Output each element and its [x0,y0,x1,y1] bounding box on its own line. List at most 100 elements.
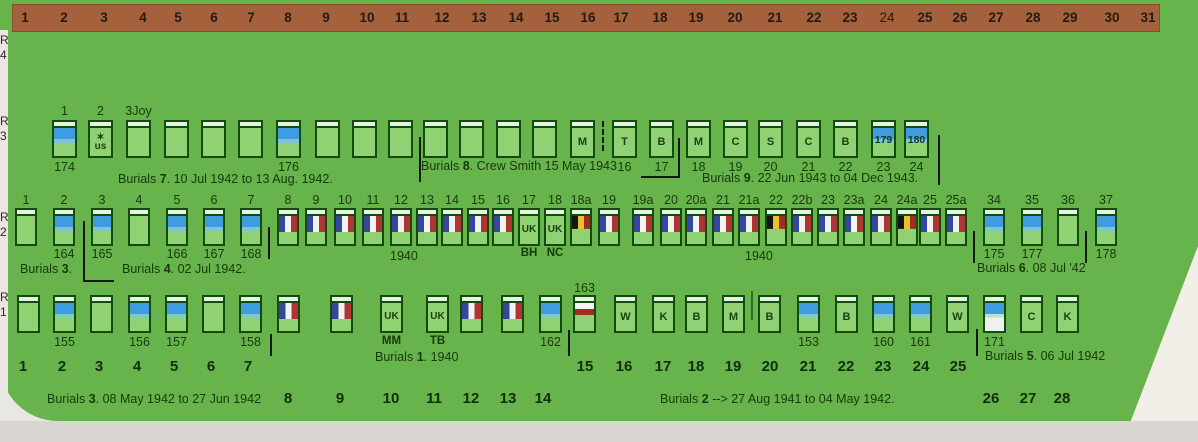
ruler-number-4: 4 [139,10,147,25]
marker-label-above: 23 [821,193,835,207]
marker-face [167,303,186,331]
grave-marker-row-2-15 [467,208,489,246]
grave-marker-row-1-9 [330,295,353,333]
marker-face [874,303,893,331]
ruler-number-18: 18 [652,10,668,25]
marker-label-below: 155 [54,335,75,349]
marker-face: ✶ us [90,128,111,156]
marker-cap [760,122,781,128]
marker-face [240,128,261,156]
plot-number-11: 11 [426,390,442,407]
marker-face [364,216,382,244]
ruler-number-29: 29 [1062,10,1078,25]
marker-face: B [651,128,672,156]
marker-face [279,216,297,244]
burials-5-note: Burials 5. 06 Jul 1942 [985,349,1106,363]
marker-label-above: 3Joy [125,104,152,118]
marker-face [921,216,939,244]
grave-marker-row-1-K: K [652,295,675,333]
marker-label-above: 8 [284,193,292,207]
grave-marker-row-2-34 [983,208,1005,246]
marker-cap [317,122,338,128]
marker-cap [1022,297,1041,303]
marker-label-above: 23a [843,193,865,207]
grave-marker-row-1-K: K [1056,295,1079,333]
marker-face [425,128,446,156]
marker-face: UK [428,303,447,331]
grave-marker-row-3-5 [201,120,226,158]
marker-face [469,216,487,244]
ruler-number-30: 30 [1104,10,1120,25]
divider-line [268,227,270,259]
grave-marker-row-2-14 [441,208,463,246]
marker-cap [54,122,75,128]
marker-cap [418,210,436,216]
grave-marker-row-2-35 [1021,208,1043,246]
marker-face [541,303,560,331]
grave-marker-row-2-25a [945,208,967,246]
grave-marker-row-3-24: 180 [904,120,929,158]
marker-cap [767,210,785,216]
marker-cap [906,122,927,128]
burials-2-note: Burials 2 --> 27 Aug 1941 to 04 May 1942… [660,392,895,406]
ruler-number-27: 27 [988,10,1004,25]
burials-9-note: Burials 9. 22 Jun 1943 to 04 Dec 1943. [702,171,919,185]
grave-marker-row-1-163 [573,295,596,333]
ruler-number-1: 1 [21,10,29,25]
grave-marker-row-2-19 [598,208,620,246]
marker-face: M [724,303,743,331]
marker-label-above: 12 [394,193,408,207]
divider-line [602,121,604,151]
grave-marker-row-1-8 [277,295,300,333]
marker-cap [168,210,186,216]
marker-cap [336,210,354,216]
marker-label-below: 174 [54,160,75,174]
ruler-number-6: 6 [210,10,218,25]
plot-number-4: 4 [132,358,142,375]
marker-cap [835,122,856,128]
marker-label-above: 3 [98,193,106,207]
divider-line [83,221,85,282]
marker-label-below: 168 [240,247,262,261]
marker-label-above: 13 [420,193,434,207]
marker-face: UK [546,216,564,244]
marker-face: T [614,128,635,156]
grave-marker-row-2-22 [765,208,787,246]
ruler-number-22: 22 [806,10,822,25]
marker-face [168,216,186,244]
grave-marker-row-2-12 [390,208,412,246]
marker-cap [651,122,672,128]
ruler-number-5: 5 [174,10,182,25]
marker-label-above: 7 [247,193,255,207]
marker-inner-number: 180 [907,134,926,147]
marker-face [92,303,111,331]
marker-face [534,128,555,156]
marker-label-above: 22b [791,193,813,207]
marker-label-above: 17 [522,193,536,207]
marker-label-above: 25a [945,193,967,207]
marker-label-above: 19a [632,193,654,207]
marker-label-above: 2 [97,104,104,118]
grave-marker-row-2-10 [334,208,356,246]
ruler-number-24: 24 [879,10,895,25]
grave-marker-row-1-C: C [1020,295,1043,333]
marker-cap [461,122,482,128]
plot-number-6: 6 [206,358,216,375]
marker-label-below: 175 [983,247,1005,261]
marker-face [1023,216,1041,244]
marker-label-above: 10 [338,193,352,207]
grave-marker-row-3-1 [52,120,77,158]
marker-face [906,128,927,156]
marker-cap [166,122,187,128]
marker-cap [205,210,223,216]
marker-cap [307,210,325,216]
grave-marker-row-3-3Joy [126,120,151,158]
grave-marker-row-1-153 [797,295,820,333]
marker-cap [279,210,297,216]
marker-face [947,216,965,244]
row-label-R2: R 2 [0,210,9,239]
marker-face [985,216,1003,244]
marker-cap [17,210,35,216]
marker-face [1059,216,1077,244]
